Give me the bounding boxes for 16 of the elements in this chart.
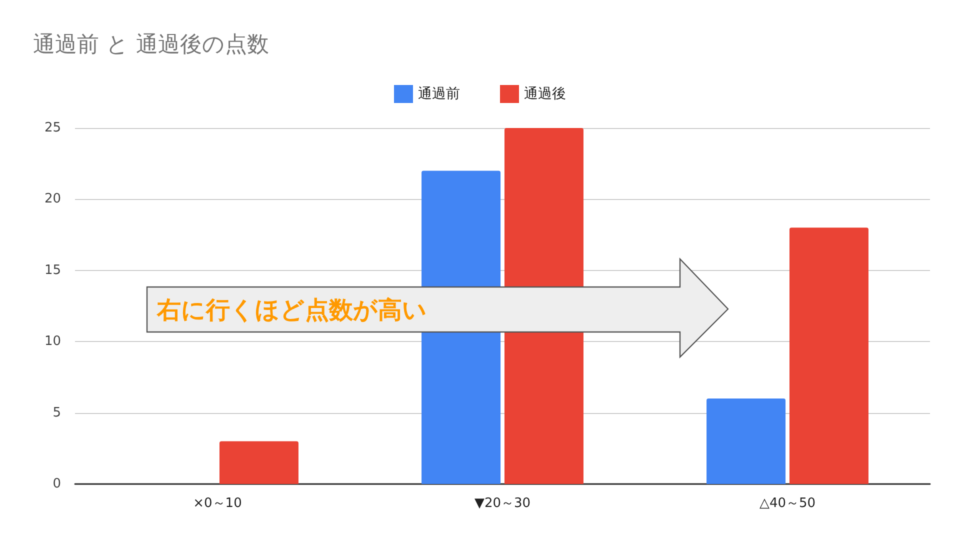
- x-tick-label: ×0～10: [193, 496, 242, 511]
- annotation: 右に行くほど点数が高い: [157, 295, 427, 325]
- bar: [706, 398, 786, 484]
- y-tick-label: 5: [52, 405, 61, 420]
- y-tick-label: 0: [52, 476, 61, 492]
- bar: [789, 228, 868, 484]
- y-tick-label: 10: [44, 334, 61, 350]
- legend-label: 通過後: [524, 86, 566, 102]
- y-tick-label: 15: [44, 262, 61, 278]
- legend-label: 通過前: [418, 86, 460, 102]
- x-tick-label: ▼20～30: [474, 496, 531, 511]
- y-tick-label: 20: [44, 192, 61, 207]
- bar: [219, 441, 298, 484]
- y-tick-label: 25: [44, 120, 61, 136]
- chart-title: 通過前 と 通過後の点数: [33, 32, 269, 58]
- x-tick-label: △40～50: [759, 496, 816, 511]
